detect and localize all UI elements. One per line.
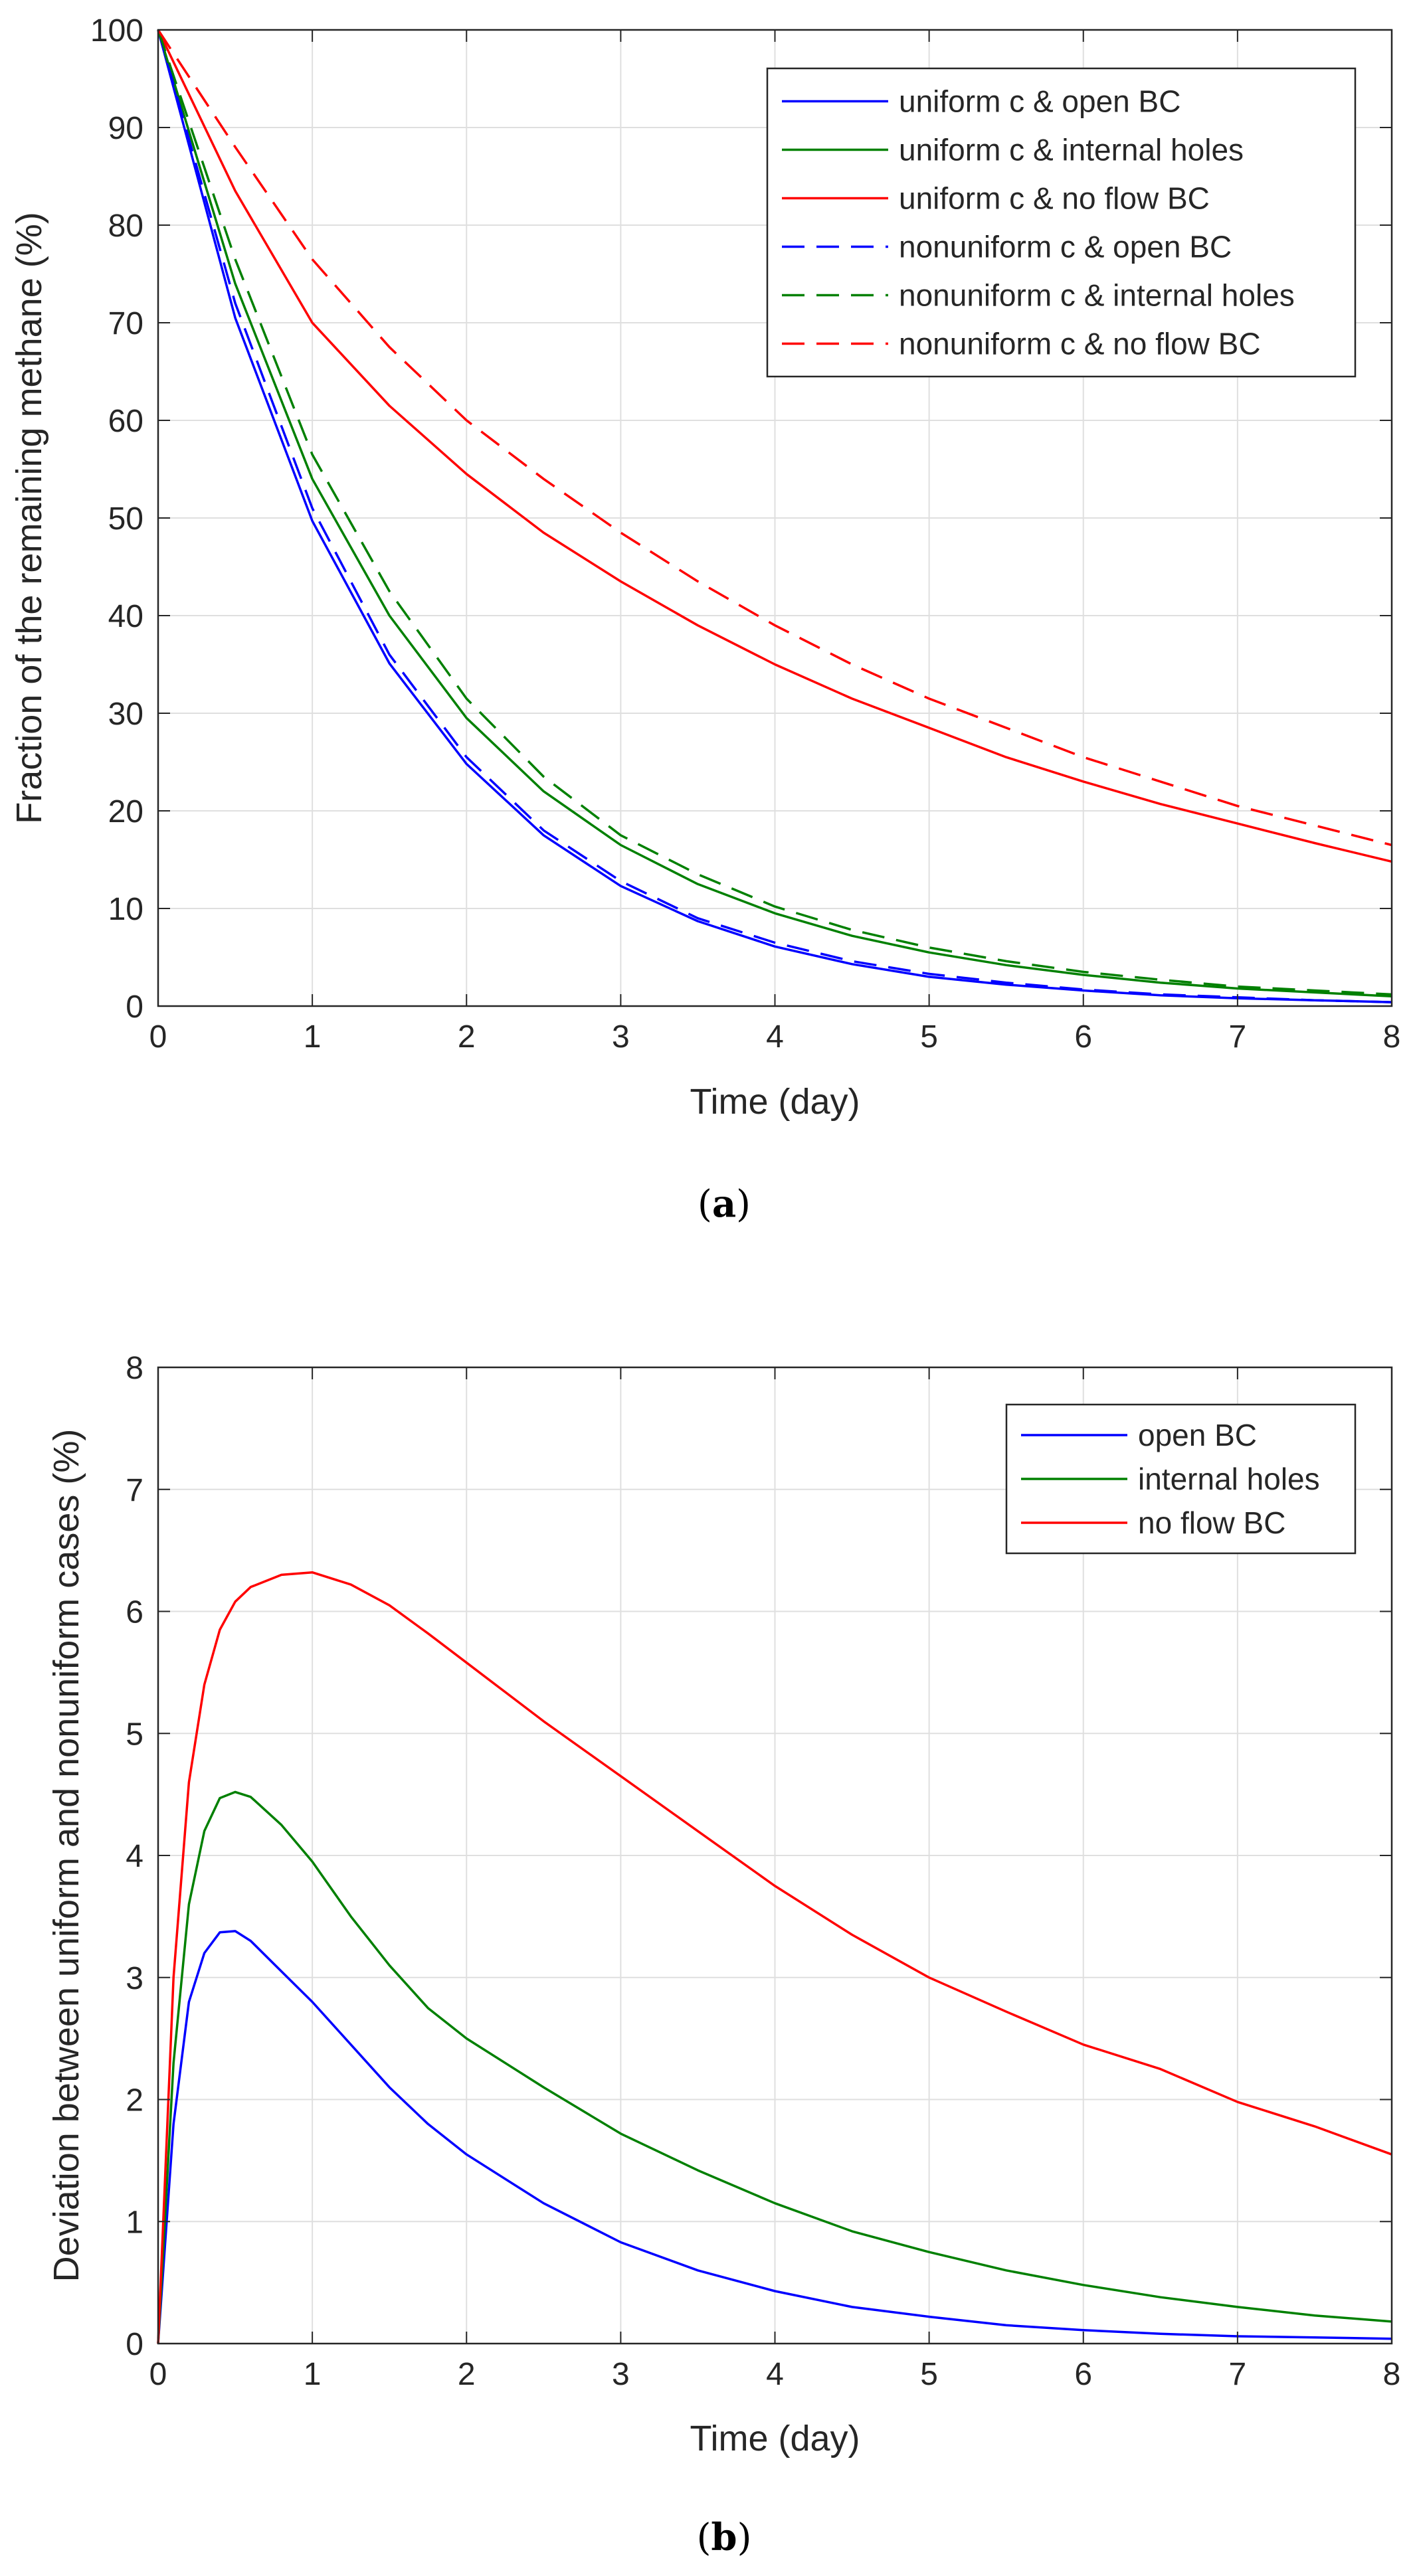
y-tick-label: 50 [108, 501, 143, 537]
y-tick-label: 30 [108, 697, 143, 732]
x-tick-label: 2 [458, 1019, 476, 1055]
y-axis-label: Deviation between uniform and nonuniform… [47, 1429, 86, 2282]
series-line-5 [157, 29, 1392, 996]
series-line-4 [157, 29, 1392, 1003]
series-line-3 [157, 1571, 1392, 2344]
y-tick-label: 20 [108, 794, 143, 829]
x-tick-label: 7 [1229, 1019, 1247, 1055]
series-line-6 [157, 29, 1392, 847]
y-tick-label: 1 [126, 2205, 143, 2240]
legend-label-1: uniform c & open BC [899, 84, 1180, 119]
x-tick-label: 1 [304, 2357, 322, 2392]
y-tick-label: 5 [126, 1717, 143, 1752]
x-tick-label: 8 [1383, 2357, 1401, 2392]
x-tick-label: 0 [149, 1019, 167, 1055]
legend-label-1: open BC [1138, 1418, 1257, 1452]
legend-label-5: nonuniform c & internal holes [899, 278, 1295, 313]
y-tick-label: 100 [90, 13, 143, 48]
series-line-1 [157, 29, 1392, 1003]
x-tick-label: 2 [458, 2357, 476, 2392]
x-tick-label: 4 [766, 1019, 784, 1055]
series-line-1 [157, 1930, 1392, 2344]
y-tick-label: 40 [108, 599, 143, 634]
legend: uniform c & open BC uniform c & internal … [766, 67, 1357, 378]
x-tick-label: 3 [612, 1019, 630, 1055]
y-tick-label: 6 [126, 1595, 143, 1630]
legend: open BC internal holes no flow BC [1005, 1403, 1357, 1555]
x-tick-label: 3 [612, 2357, 630, 2392]
chart-b: 0 1 2 3 4 5 6 7 8 0 1 2 3 4 5 6 7 8 Time (day) Deviation be… [47, 1351, 1400, 2458]
y-tick-label: 7 [126, 1473, 143, 1508]
series-line-2 [157, 1790, 1392, 2344]
legend-label-3: uniform c & no flow BC [899, 181, 1210, 216]
caption-b: (b) [697, 2516, 752, 2559]
legend-box [766, 67, 1357, 378]
x-tick-label: 5 [920, 1019, 938, 1055]
caption-a: (a) [698, 1182, 751, 1226]
y-tick-label: 3 [126, 1961, 143, 1996]
y-tick-label: 4 [126, 1839, 143, 1874]
y-tick-label: 90 [108, 111, 143, 146]
series-line-2 [157, 29, 1392, 998]
x-tick-label: 6 [1074, 2357, 1092, 2392]
y-tick-label: 2 [126, 2083, 143, 2118]
legend-label-2: internal holes [1138, 1462, 1320, 1496]
y-tick-label: 0 [126, 989, 143, 1025]
y-tick-label: 60 [108, 404, 143, 439]
y-tick-label: 10 [108, 892, 143, 927]
x-axis-label: Time (day) [690, 1082, 860, 1122]
x-axis-label: Time (day) [690, 2419, 860, 2458]
legend-label-4: nonuniform c & open BC [899, 230, 1232, 264]
y-axis-label: Fraction of the remaining methane (%) [9, 212, 49, 823]
x-tick-label: 0 [149, 2357, 167, 2392]
x-tick-label: 5 [920, 2357, 938, 2392]
y-tick-label: 80 [108, 209, 143, 244]
series-line-3 [157, 29, 1392, 863]
x-tick-label: 7 [1229, 2357, 1247, 2392]
x-tick-label: 1 [304, 1019, 322, 1055]
x-tick-label: 4 [766, 2357, 784, 2392]
y-tick-label: 8 [126, 1351, 143, 1386]
x-tick-label: 8 [1383, 1019, 1401, 1055]
y-tick-label: 0 [126, 2327, 143, 2362]
legend-label-6: nonuniform c & no flow BC [899, 327, 1261, 361]
legend-label-3: no flow BC [1138, 1505, 1285, 1540]
y-tick-label: 70 [108, 306, 143, 341]
legend-label-2: uniform c & internal holes [899, 133, 1244, 167]
x-tick-label: 6 [1074, 1019, 1092, 1055]
